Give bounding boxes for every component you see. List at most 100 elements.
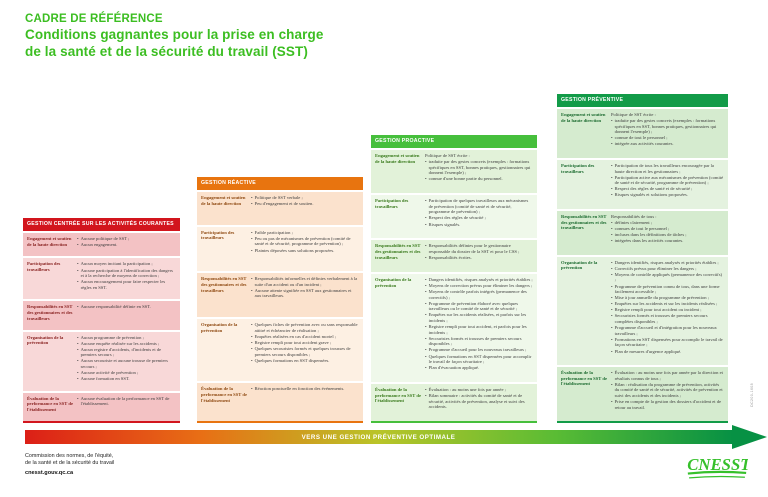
bullet-item: • Enquêtes réalisées en cas d'accident mo… <box>251 334 359 340</box>
item-text: Politique de SST verbale ; <box>254 195 303 200</box>
bullet-item: • connue d'une bonne partie du personnel. <box>425 176 533 182</box>
column-gestion-centree-activites-courantes: GESTION CENTRÉE SUR LES ACTIVITÉS COURAN… <box>23 218 180 423</box>
item-text: Quelques formations en SST dispensées. <box>254 357 330 363</box>
bullet-item: • Enquêtes sur les accidents réalisées, e… <box>425 312 533 323</box>
lead-item: Responsabilités de tous : <box>611 214 724 220</box>
row-label: Participation des travailleurs <box>561 162 595 174</box>
item-text: Aucun engagement. <box>80 242 118 248</box>
bullet-item: • Évaluation : au moins une fois par anné… <box>611 370 724 381</box>
row-items: • Aucune politique de SST ; • Aucun engagem… <box>77 236 176 253</box>
cnesst-logo-text: CNESST <box>687 455 748 474</box>
bullet-icon: • <box>77 376 79 382</box>
item-text: intégrée aux activités courantes. <box>614 141 674 147</box>
bullet-icon: • <box>611 313 613 319</box>
title-main-line2: de la santé et de la sécurité du travail… <box>25 44 308 59</box>
item-text: Participation de tous les travailleurs e… <box>614 162 714 174</box>
bullet-item: • Registre rempli pour tout accident grav… <box>251 340 359 346</box>
row-items: • Aucun moyen incitant la participation ;… <box>77 261 176 296</box>
item-text: Respect des règles de santé et de sécuri… <box>614 186 693 192</box>
bullet-item: • Plan d'évacuation appliqué. <box>425 365 533 371</box>
bullet-item: • Participation active aux mécanismes de … <box>611 175 724 186</box>
bullet-item: • Aucune participation à l'identification… <box>77 268 176 279</box>
bullet-icon: • <box>425 312 427 318</box>
bullet-icon: • <box>251 339 253 345</box>
item-text: Politique de SST écrite : <box>425 153 470 158</box>
bullet-icon: • <box>611 283 613 289</box>
cnesst-logo: CNESST <box>687 455 748 479</box>
bullet-item: • Politique de SST verbale ; <box>251 195 359 201</box>
bullet-icon: • <box>611 336 613 342</box>
bullet-item: • Réaction ponctuelle en fonction des évé… <box>251 386 359 392</box>
bullet-item: • Formations en SST dispensées pour accom… <box>611 337 724 348</box>
item-text: connues de tout le personnel ; <box>614 226 670 231</box>
bullet-icon: • <box>77 279 79 285</box>
bullet-item: • traduite par des gestes concrets (exemp… <box>425 159 533 176</box>
bullet-icon: • <box>611 141 613 147</box>
bullet-item: • Aucune évaluation de la performance en … <box>77 396 176 407</box>
bullet-item: • Moyens de contrôle appliqués (permanenc… <box>611 272 724 283</box>
row-items: Responsabilités de tous : • définies clair… <box>611 214 724 252</box>
bullet-icon: • <box>425 159 427 165</box>
row-participation: Participation des travailleurs • Aucun moy… <box>23 258 180 300</box>
item-text: Enquêtes réalisées en cas d'accident mor… <box>254 333 337 339</box>
item-text: Registre rempli pour tout accident grave… <box>254 339 332 345</box>
bullet-icon: • <box>251 386 253 392</box>
row-items: • Quelques fiches de prévention avec ou s… <box>251 322 359 378</box>
bullet-item: • Respect des règles de sécurité ; <box>425 215 533 221</box>
row-items: • Participation de tous les travailleurs … <box>611 163 724 206</box>
item-text: Responsabilités de tous : <box>611 213 657 219</box>
lead-item: Politique de SST écrite : <box>425 153 533 159</box>
bullet-item: • Mise à jour annuelle du programme de pr… <box>611 295 724 301</box>
bullet-icon: • <box>425 300 427 306</box>
bullet-icon: • <box>611 325 613 331</box>
row-items: • Dangers identifiés, risques analysés et… <box>611 260 724 362</box>
bullet-icon: • <box>251 357 253 363</box>
bullet-item: • Aucune attente signifiée en SST aux ges… <box>251 288 359 299</box>
bullet-item: • Aucun moyen incitant la participation ; <box>77 261 176 267</box>
row-label: Évaluation de la performance en SST de l… <box>375 386 421 404</box>
bullet-icon: • <box>611 162 613 168</box>
row-label: Organisation de la prévention <box>375 276 412 288</box>
item-text: Programme d'accueil et d'intégration pou… <box>614 325 717 336</box>
item-text: Responsabilités informelles et définies … <box>254 276 358 287</box>
row-engagement: Engagement et soutien de la haute direct… <box>557 109 728 158</box>
item-text: Enquêtes sur les accidents réalisées, et… <box>428 312 527 323</box>
row-label: Responsabilités en SST des gestionnaires… <box>27 304 73 321</box>
row-label: Engagement et soutien de la haute direct… <box>27 236 72 247</box>
item-text: connue de tout le personnel ; <box>614 135 668 141</box>
item-text: Peu d'engagement et de soutien. <box>254 201 314 207</box>
bullet-item: • Peu d'engagement et de soutien. <box>251 201 359 207</box>
bullet-item: • Faible participation ; <box>251 230 359 236</box>
row-responsabilites: Responsabilités en SST des gestionnaires… <box>371 240 537 272</box>
item-text: Secouristes formés et trousses de premie… <box>428 335 522 347</box>
item-text: Secouristes formés et trousses de premie… <box>614 313 708 325</box>
item-text: Quelques formations en SST dispensées po… <box>428 353 532 365</box>
item-text: Aucun secouriste et aucune trousse de pr… <box>80 358 168 370</box>
bullet-item: • Aucune formation en SST. <box>77 376 176 382</box>
row-organisation: Organisation de la prévention • Dangers id… <box>557 256 728 365</box>
item-text: Aucun registre d'accidents, d'incidents … <box>80 346 162 358</box>
bullet-icon: • <box>425 347 427 353</box>
bullet-icon: • <box>611 295 613 301</box>
bullet-item: • Secouristes formés et trousses de premi… <box>611 313 724 324</box>
row-items: • Responsabilités informelles et définies… <box>251 276 359 314</box>
bullet-item: • Risques signalés et solutions proposées… <box>611 192 724 198</box>
item-text: Évaluation : au moins une fois par année… <box>428 386 506 392</box>
bullet-icon: • <box>425 221 427 227</box>
bullet-item: • Aucune responsabilité définie en SST. <box>77 304 176 310</box>
progress-arrow-head-icon <box>732 425 767 449</box>
bullet-icon: • <box>77 236 79 241</box>
item-text: Plaintes déposées sans solutions proposé… <box>254 247 335 253</box>
bullet-item: • Aucun registre d'accidents, d'incidents… <box>77 347 176 358</box>
item-text: traduite par des gestes concrets (exempl… <box>614 118 717 135</box>
bullet-icon: • <box>77 261 79 267</box>
bullet-item: • Responsabilités écrites. <box>425 255 533 261</box>
row-label: Organisation de la prévention <box>27 334 64 346</box>
row-evaluation: Évaluation de la performance en SST de l… <box>371 383 537 421</box>
row-label: Évaluation de la performance en SST de l… <box>561 369 607 387</box>
document-code: DC200-1608 <box>750 383 754 407</box>
bullet-icon: • <box>251 229 253 235</box>
column-gestion-reactive: GESTION RÉACTIVE Engagement et soutien de… <box>197 177 363 423</box>
bullet-icon: • <box>251 247 253 253</box>
